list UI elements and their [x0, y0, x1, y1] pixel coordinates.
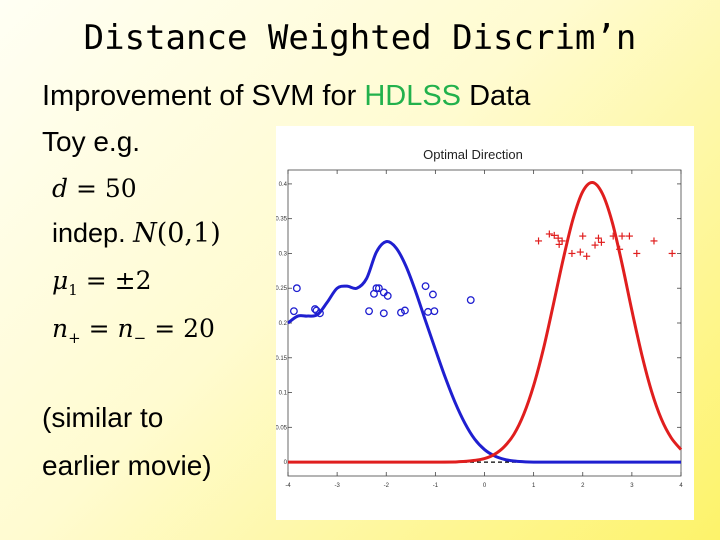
red-plus-point — [591, 241, 599, 249]
mean-formula: μ1 = ±2 — [52, 266, 152, 299]
indep-word: indep. — [52, 218, 126, 248]
y-tick-label: 0 — [284, 460, 288, 466]
red-plus-point — [550, 231, 558, 239]
red-plus-point — [535, 237, 543, 245]
y-tick-label: 0.1 — [279, 391, 288, 397]
blue-circle-point — [428, 290, 437, 299]
y-tick-label: 0.15 — [276, 356, 288, 362]
subtitle-suffix: Data — [461, 80, 531, 112]
chart-title: Optimal Direction — [423, 147, 523, 162]
red-plus-point — [594, 234, 602, 242]
y-tick-label: 0.25 — [276, 286, 288, 292]
normal-distribution-formula: N(0,1) — [133, 218, 221, 249]
blue-circle-point — [370, 289, 378, 298]
blue-circle-point — [424, 307, 432, 316]
red-plus-point — [650, 237, 658, 245]
red-plus-point — [579, 232, 587, 240]
blue-circle-point — [397, 308, 405, 317]
red-plus-point — [609, 232, 617, 240]
red-plus-point — [576, 248, 584, 256]
blue-circle-point — [365, 307, 374, 316]
red-plus-point — [558, 237, 566, 245]
blue-circle-point — [292, 284, 301, 293]
independence-line: indep. N(0,1) — [52, 218, 221, 249]
blue-circle-point — [466, 296, 475, 304]
y-tick-label: 0.05 — [276, 425, 288, 431]
blue-circle-point — [374, 284, 383, 293]
blue-circle-point — [400, 306, 409, 315]
red-plus-point — [668, 249, 676, 257]
toy-example-label: Toy e.g. — [42, 126, 141, 157]
blue-density-curve — [287, 240, 681, 464]
red-plus-point — [555, 240, 563, 248]
y-tick-label: 0.2 — [279, 321, 288, 327]
y-tick-label: 0.4 — [279, 182, 288, 188]
x-tick-label: -2 — [384, 483, 390, 489]
red-plus-point — [554, 234, 562, 242]
x-tick-label: -3 — [334, 483, 340, 489]
slide-subtitle: Improvement of SVM for HDLSS Data — [42, 80, 530, 113]
red-plus-point — [616, 245, 624, 253]
blue-circle-point — [289, 307, 298, 316]
y-tick-label: 0.3 — [279, 251, 288, 257]
red-plus-point — [633, 249, 641, 257]
red-plus-point — [545, 230, 553, 238]
blue-circle-point — [379, 309, 388, 318]
plot-frame — [287, 169, 682, 477]
slide-title: Distance Weighted Discrim’n — [83, 18, 637, 58]
red-plus-point — [625, 232, 633, 240]
x-tick-label: 2 — [581, 483, 585, 489]
subtitle-prefix: Improvement of SVM for — [42, 80, 365, 112]
blue-circle-point — [312, 306, 321, 315]
chart-svg: Optimal Direction -4 -3 -2 -1 0 1 2 3 4 0 0.05 0.1 0… — [275, 147, 683, 489]
subtitle-highlight: HDLSS — [364, 80, 462, 112]
blue-circle-point — [421, 282, 430, 291]
blue-circle-point — [383, 291, 392, 300]
red-density-curve — [287, 181, 683, 464]
sample-size-formula: n+ = n− = 20 — [52, 314, 215, 347]
x-tick-label: 3 — [630, 483, 634, 489]
note-line-1: (similar to — [42, 402, 164, 433]
x-tick-label: 0 — [483, 483, 487, 489]
x-tick-label: 1 — [532, 483, 536, 489]
x-tick-label: 4 — [679, 483, 683, 489]
x-tick-label: -1 — [433, 483, 439, 489]
red-plus-point — [597, 238, 605, 246]
red-plus-point — [568, 249, 576, 257]
dimension-formula: d = 50 — [52, 174, 137, 203]
blue-circle-point — [430, 307, 439, 316]
red-plus-point — [583, 252, 591, 260]
blue-circle-point — [311, 305, 319, 314]
optimal-direction-chart: Optimal Direction -4 -3 -2 -1 0 1 2 3 4 0 0.05 0.1 0… — [275, 126, 694, 520]
y-tick-label: 0.35 — [276, 217, 288, 223]
note-line-2: earlier movie) — [42, 450, 212, 481]
red-plus-point — [618, 232, 626, 240]
x-tick-label: -4 — [285, 483, 291, 489]
